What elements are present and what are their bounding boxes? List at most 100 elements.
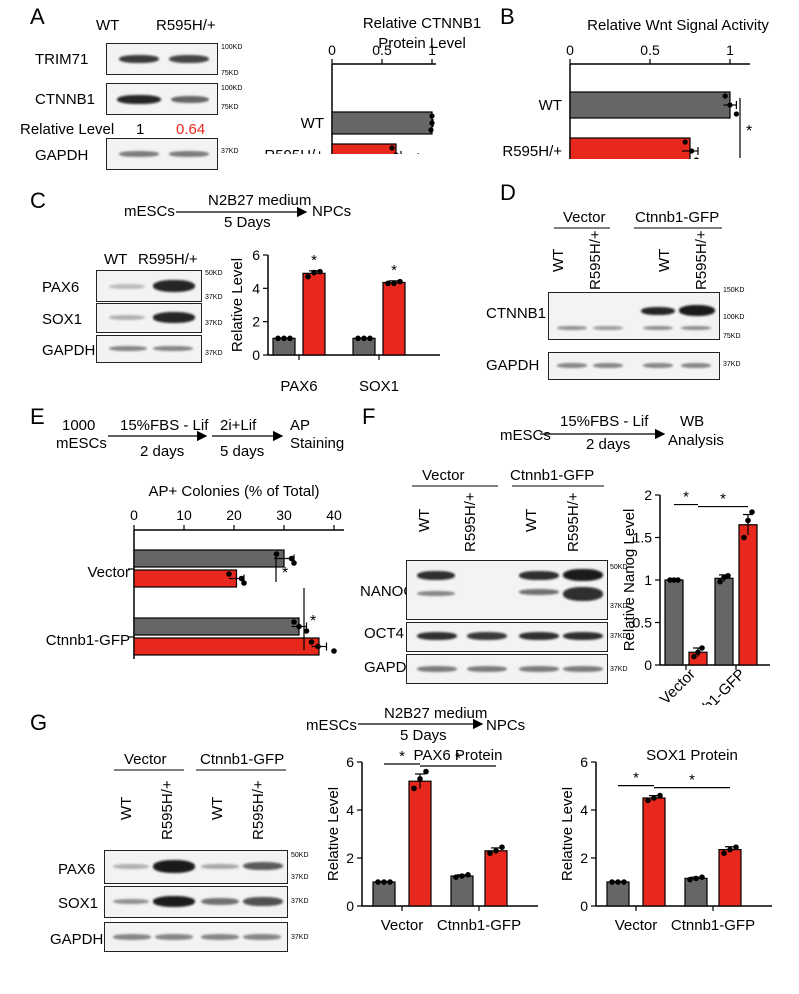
ladder-marker: 37KD [723, 361, 741, 368]
western-blot [96, 303, 202, 333]
protein-label: SOX1 [58, 895, 99, 912]
data-point [695, 649, 701, 656]
ladder-marker: 100KD [723, 314, 745, 321]
data-point [308, 639, 315, 645]
significance-star: * [633, 770, 639, 787]
data-point [693, 875, 699, 882]
western-blot [104, 850, 288, 884]
data-point [722, 93, 728, 99]
lane-label-wt: WT [104, 251, 128, 268]
group-label: Vector [422, 467, 465, 484]
scheme-start-cells: mESCs [56, 435, 107, 452]
scheme-step2-days: 5 days [220, 443, 265, 460]
data-point [275, 335, 281, 342]
significance-star: * [391, 262, 397, 279]
lane-label-wt: WT [416, 508, 433, 532]
y-tick-label: 6 [580, 754, 588, 770]
bar [450, 875, 474, 907]
data-point [296, 623, 302, 630]
y-tick-label: 6 [252, 247, 260, 263]
bar [302, 272, 326, 356]
y-tick-label: 4 [252, 280, 260, 296]
category-label: R595H/+ [264, 147, 324, 154]
ladder-marker: 75KD [221, 70, 239, 77]
data-point [675, 577, 681, 583]
data-point [741, 534, 747, 541]
western-blot [548, 352, 720, 380]
y-axis-label: Relative Level [562, 787, 576, 881]
scheme-end-2: Staining [290, 435, 345, 452]
data-point [733, 111, 739, 117]
ladder-marker: 37KD [205, 350, 223, 357]
data-point [393, 152, 399, 154]
data-point [487, 850, 493, 856]
data-point [453, 874, 459, 880]
western-blot [406, 560, 608, 620]
chart-title: Relative Wnt Signal Activity [587, 17, 769, 34]
data-point [273, 551, 280, 557]
ladder-marker: 37KD [610, 666, 628, 673]
ladder-marker: 100KD [221, 85, 243, 92]
ladder-marker: 150KD [723, 287, 745, 294]
lane-label-wt: WT [656, 248, 673, 272]
bar [382, 281, 406, 356]
data-point [687, 876, 693, 883]
data-point [429, 113, 435, 119]
lane-label-wt: WT [118, 796, 135, 820]
bar [684, 877, 708, 907]
significance-star: * [399, 748, 405, 765]
y-tick-label: 2 [644, 487, 652, 503]
data-point [429, 120, 435, 126]
panel-label-a: A [30, 4, 45, 29]
relative-level-label: Relative Level [20, 121, 115, 138]
data-point [397, 278, 403, 285]
data-point [331, 648, 337, 654]
category-label: Vector [615, 917, 658, 934]
bar [738, 524, 758, 666]
data-point [645, 797, 651, 804]
ladder-marker: 37KD [291, 934, 309, 941]
ladder-marker: 50KD [610, 564, 628, 571]
data-point [303, 628, 310, 634]
category-label: Ctnnb1-GFP [671, 917, 755, 934]
group-label: Ctnnb1-GFP [510, 467, 595, 484]
bar [408, 780, 432, 907]
scheme-medium: N2B27 medium [208, 192, 312, 209]
chart-sox1-protein: SOX1 Protein 0 2 4 6 Relative Level Vector Ctnn… [562, 747, 772, 934]
significance-star: * [689, 772, 695, 789]
data-point [315, 643, 321, 650]
data-point [717, 578, 723, 585]
lane-label-mut: R595H/+ [462, 492, 479, 552]
ladder-marker: 37KD [291, 874, 309, 881]
chart-wnt-activity: Relative Wnt Signal Activity 0 0.5 1 WT R595H… [502, 17, 769, 159]
bar [569, 137, 691, 159]
data-point [465, 872, 471, 878]
data-point [699, 874, 705, 880]
panel-label-c: C [30, 188, 46, 213]
bar [606, 881, 630, 907]
lane-label-mut: R595H/+ [138, 251, 198, 268]
category-label: Vector [87, 564, 130, 581]
data-point [721, 850, 727, 856]
panel-label-g: G [30, 710, 48, 735]
western-blot [548, 292, 720, 340]
x-tick-label: 0.5 [372, 42, 392, 58]
significance-star: * [311, 252, 317, 269]
western-blot [104, 922, 288, 952]
lane-label-wt: WT [550, 248, 567, 272]
scheme-step1-days: 2 days [140, 443, 185, 460]
category-label: SOX1 [359, 378, 399, 395]
data-point [367, 335, 373, 342]
scheme-duration: 5 Days [400, 727, 447, 744]
y-tick-label: 6 [346, 754, 354, 770]
protein-label: PAX6 [58, 861, 96, 878]
data-point [291, 619, 297, 625]
data-point [317, 268, 323, 275]
protein-label: GAPDH [486, 357, 540, 374]
x-tick-label: 0.5 [640, 42, 660, 58]
scheme-duration: 2 days [586, 436, 631, 453]
data-point [727, 102, 733, 108]
x-tick-label: 0 [328, 42, 336, 58]
ladder-marker: 37KD [205, 320, 223, 327]
